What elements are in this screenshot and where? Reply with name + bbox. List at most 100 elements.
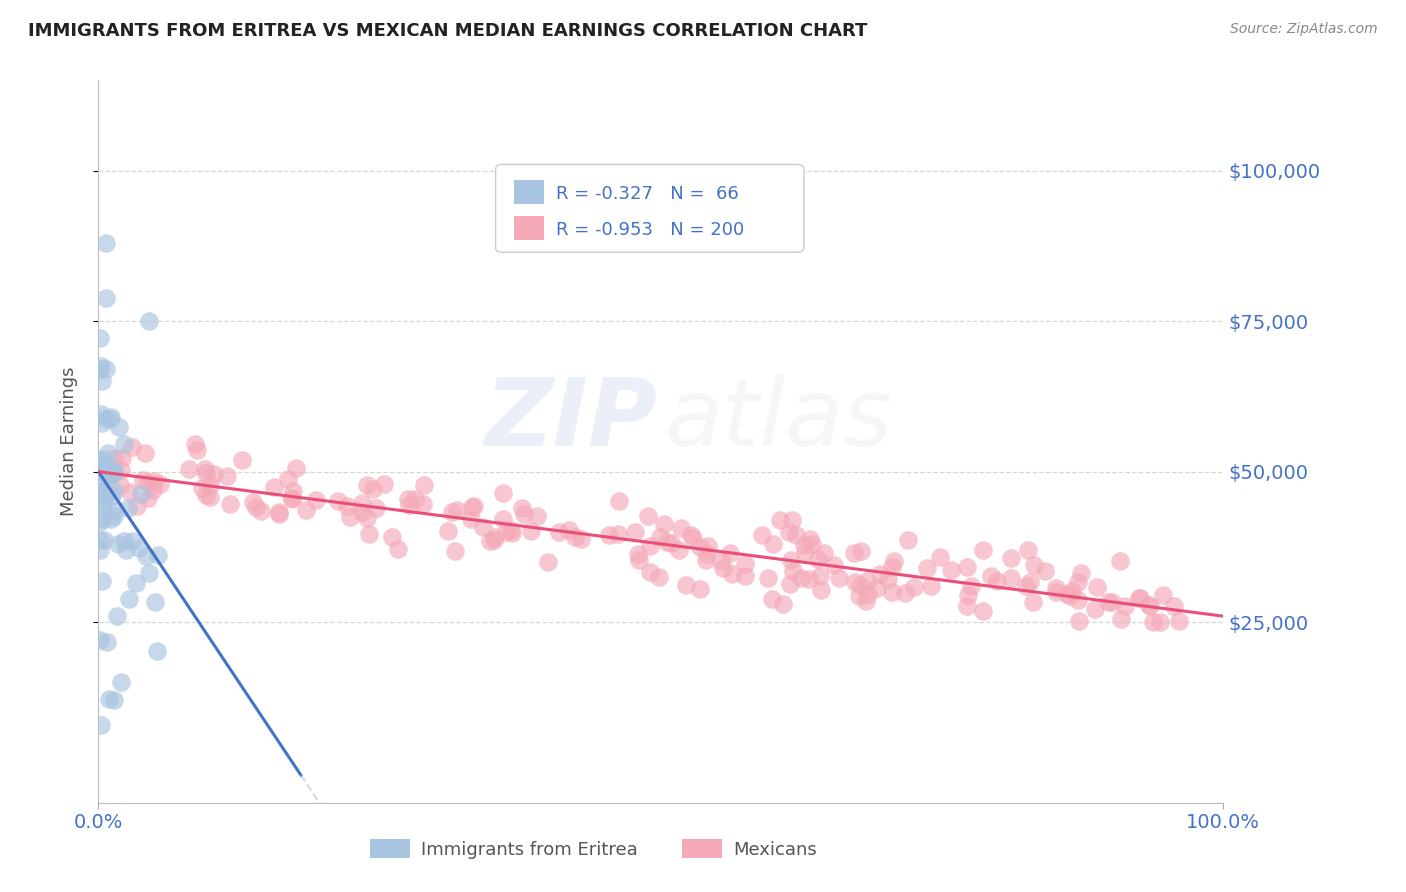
Point xyxy=(350,496,373,510)
Point xyxy=(381,530,404,544)
Point xyxy=(142,483,165,497)
Point xyxy=(112,533,135,548)
Point xyxy=(980,568,1002,582)
Point xyxy=(117,500,139,515)
Point xyxy=(956,599,979,613)
Point xyxy=(903,580,925,594)
Point xyxy=(607,493,630,508)
Point xyxy=(461,500,484,514)
Point xyxy=(231,453,253,467)
Point xyxy=(121,533,143,548)
Point xyxy=(655,534,678,549)
Point xyxy=(103,451,125,466)
Point xyxy=(492,486,515,500)
Point xyxy=(1045,585,1067,599)
Point xyxy=(624,524,647,539)
Point xyxy=(849,544,872,558)
Point xyxy=(103,504,125,518)
Point xyxy=(669,521,692,535)
Point xyxy=(627,553,650,567)
Point xyxy=(446,503,468,517)
Point xyxy=(143,595,166,609)
Point xyxy=(364,500,387,515)
Point xyxy=(734,558,756,572)
Point xyxy=(751,527,773,541)
Point xyxy=(90,499,112,513)
Point xyxy=(250,504,273,518)
Point xyxy=(93,488,115,502)
Point xyxy=(526,509,548,524)
Point xyxy=(336,500,359,514)
Legend: Immigrants from Eritrea, Mexicans: Immigrants from Eritrea, Mexicans xyxy=(363,832,824,866)
Point xyxy=(184,437,207,451)
Point xyxy=(972,543,994,558)
Point xyxy=(856,586,879,600)
Point xyxy=(97,691,120,706)
Point xyxy=(339,510,361,524)
Point xyxy=(638,565,661,579)
Point xyxy=(648,570,671,584)
Point xyxy=(91,467,114,481)
Point xyxy=(125,576,148,591)
Point xyxy=(105,608,128,623)
Point xyxy=(793,538,815,552)
Point xyxy=(697,540,720,554)
Point xyxy=(396,491,419,506)
Point xyxy=(1059,590,1081,604)
Point xyxy=(100,468,122,483)
Point xyxy=(219,497,242,511)
Point xyxy=(89,633,111,648)
Point xyxy=(1097,595,1119,609)
Point xyxy=(695,552,717,566)
Point xyxy=(1017,542,1039,557)
Point xyxy=(460,511,482,525)
Point xyxy=(1045,581,1067,595)
Point xyxy=(412,497,434,511)
Point xyxy=(1109,612,1132,626)
Point xyxy=(675,577,697,591)
Point xyxy=(128,541,150,556)
Point xyxy=(637,509,659,524)
Point xyxy=(848,589,870,603)
Point xyxy=(93,533,115,547)
Point xyxy=(779,577,801,591)
Point xyxy=(90,359,112,373)
Point xyxy=(986,574,1008,588)
Point xyxy=(356,510,378,524)
Point xyxy=(844,574,866,589)
Point xyxy=(939,563,962,577)
Point xyxy=(659,536,682,550)
Point xyxy=(1142,615,1164,629)
Point xyxy=(356,478,378,492)
Point xyxy=(89,452,111,467)
Point xyxy=(179,462,201,476)
Point xyxy=(548,525,571,540)
Point xyxy=(790,571,813,585)
Point xyxy=(111,451,134,466)
Point xyxy=(1129,591,1152,606)
Point xyxy=(689,582,711,596)
Point xyxy=(810,569,832,583)
Point xyxy=(437,524,460,539)
Point xyxy=(96,635,118,649)
Point xyxy=(283,483,305,498)
Point xyxy=(866,581,889,595)
Point xyxy=(718,546,741,560)
Point xyxy=(823,558,845,572)
Point xyxy=(267,505,290,519)
Point xyxy=(404,491,426,506)
Point xyxy=(103,509,125,524)
Point xyxy=(479,534,502,549)
Point xyxy=(149,477,172,491)
Point xyxy=(492,512,515,526)
Point xyxy=(689,541,711,555)
Point xyxy=(1062,583,1084,598)
Point xyxy=(1149,615,1171,629)
Point xyxy=(131,486,153,500)
Point xyxy=(91,574,114,589)
Point xyxy=(1000,550,1022,565)
Point xyxy=(472,520,495,534)
Point xyxy=(1114,599,1136,613)
Point xyxy=(245,500,267,514)
Point xyxy=(97,446,120,460)
